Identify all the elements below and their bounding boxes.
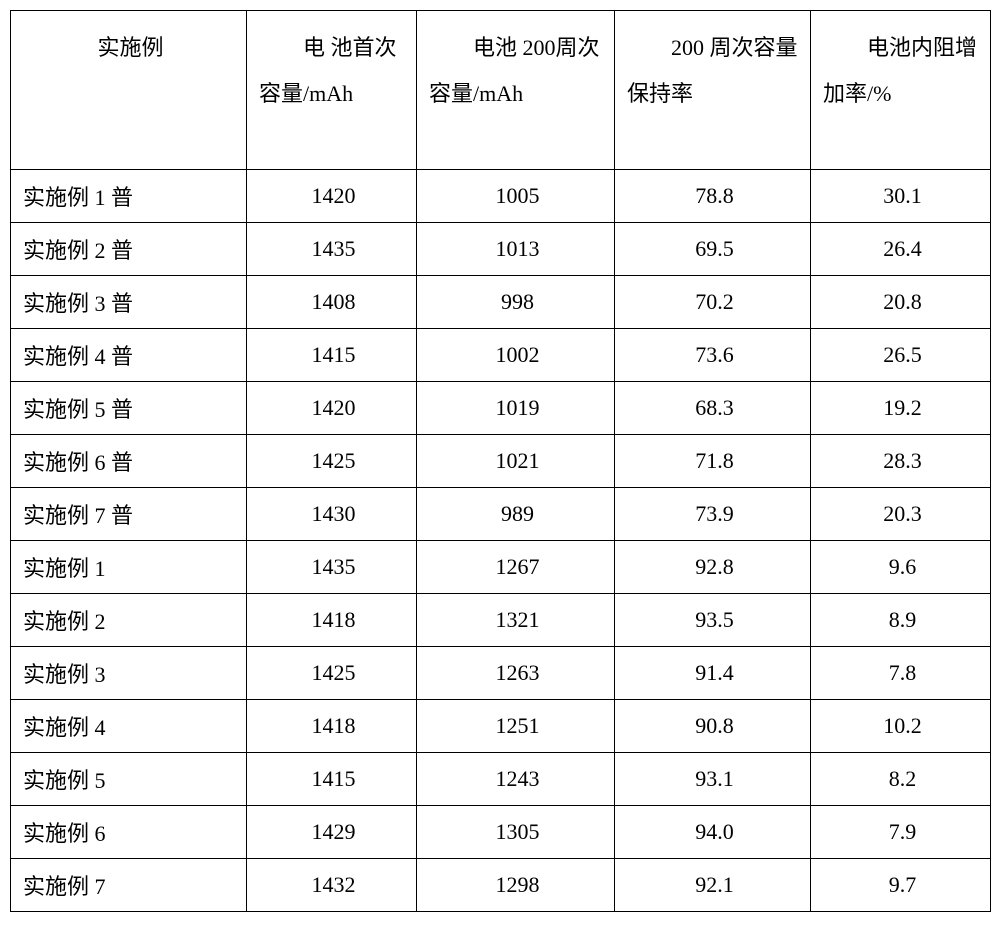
cell-value: 1430	[247, 488, 417, 541]
cell-value: 1425	[247, 435, 417, 488]
table-row: 实施例 2 普 1435 1013 69.5 26.4	[11, 223, 991, 276]
cell-value: 7.8	[811, 647, 991, 700]
row-label: 实施例 5 普	[11, 382, 247, 435]
cell-value: 20.8	[811, 276, 991, 329]
cell-value: 92.1	[615, 859, 811, 912]
row-label: 实施例 5	[11, 753, 247, 806]
cell-value: 1420	[247, 382, 417, 435]
table-header: 实施例 电 池首次容量/mAh 电池 200周次容量/mAh 200 周次容量保…	[11, 11, 991, 170]
table-row: 实施例 3 普 1408 998 70.2 20.8	[11, 276, 991, 329]
cell-value: 92.8	[615, 541, 811, 594]
cell-value: 1005	[417, 170, 615, 223]
row-label: 实施例 4 普	[11, 329, 247, 382]
cell-value: 989	[417, 488, 615, 541]
cell-value: 1415	[247, 329, 417, 382]
row-label: 实施例 4	[11, 700, 247, 753]
table-row: 实施例 7 1432 1298 92.1 9.7	[11, 859, 991, 912]
cell-value: 1267	[417, 541, 615, 594]
cell-value: 1425	[247, 647, 417, 700]
col-header-resistance-increase: 电池内阻增加率/%	[811, 11, 991, 170]
table-row: 实施例 6 普 1425 1021 71.8 28.3	[11, 435, 991, 488]
cell-value: 73.9	[615, 488, 811, 541]
cell-value: 1019	[417, 382, 615, 435]
col-header-example: 实施例	[11, 11, 247, 170]
cell-value: 1021	[417, 435, 615, 488]
cell-value: 69.5	[615, 223, 811, 276]
cell-value: 1013	[417, 223, 615, 276]
table-header-row: 实施例 电 池首次容量/mAh 电池 200周次容量/mAh 200 周次容量保…	[11, 11, 991, 170]
cell-value: 1435	[247, 223, 417, 276]
cell-value: 1415	[247, 753, 417, 806]
table-row: 实施例 4 1418 1251 90.8 10.2	[11, 700, 991, 753]
row-label: 实施例 3	[11, 647, 247, 700]
col-header-200cycle-retention: 200 周次容量保持率	[615, 11, 811, 170]
cell-value: 20.3	[811, 488, 991, 541]
cell-value: 26.4	[811, 223, 991, 276]
cell-value: 8.2	[811, 753, 991, 806]
table-row: 实施例 3 1425 1263 91.4 7.8	[11, 647, 991, 700]
row-label: 实施例 2 普	[11, 223, 247, 276]
cell-value: 71.8	[615, 435, 811, 488]
cell-value: 78.8	[615, 170, 811, 223]
row-label: 实施例 3 普	[11, 276, 247, 329]
cell-value: 7.9	[811, 806, 991, 859]
cell-value: 998	[417, 276, 615, 329]
table-row: 实施例 2 1418 1321 93.5 8.9	[11, 594, 991, 647]
row-label: 实施例 2	[11, 594, 247, 647]
row-label: 实施例 6 普	[11, 435, 247, 488]
cell-value: 1002	[417, 329, 615, 382]
row-label: 实施例 1 普	[11, 170, 247, 223]
cell-value: 1321	[417, 594, 615, 647]
cell-value: 73.6	[615, 329, 811, 382]
row-label: 实施例 6	[11, 806, 247, 859]
cell-value: 68.3	[615, 382, 811, 435]
cell-value: 93.5	[615, 594, 811, 647]
cell-value: 1298	[417, 859, 615, 912]
cell-value: 10.2	[811, 700, 991, 753]
table-row: 实施例 7 普 1430 989 73.9 20.3	[11, 488, 991, 541]
table-row: 实施例 1 1435 1267 92.8 9.6	[11, 541, 991, 594]
data-table: 实施例 电 池首次容量/mAh 电池 200周次容量/mAh 200 周次容量保…	[10, 10, 991, 912]
cell-value: 1251	[417, 700, 615, 753]
cell-value: 91.4	[615, 647, 811, 700]
cell-value: 19.2	[811, 382, 991, 435]
cell-value: 1429	[247, 806, 417, 859]
table-row: 实施例 5 1415 1243 93.1 8.2	[11, 753, 991, 806]
cell-value: 90.8	[615, 700, 811, 753]
cell-value: 9.6	[811, 541, 991, 594]
table-row: 实施例 1 普 1420 1005 78.8 30.1	[11, 170, 991, 223]
cell-value: 28.3	[811, 435, 991, 488]
cell-value: 93.1	[615, 753, 811, 806]
cell-value: 94.0	[615, 806, 811, 859]
table-body: 实施例 1 普 1420 1005 78.8 30.1 实施例 2 普 1435…	[11, 170, 991, 912]
row-label: 实施例 7	[11, 859, 247, 912]
cell-value: 1408	[247, 276, 417, 329]
table-row: 实施例 4 普 1415 1002 73.6 26.5	[11, 329, 991, 382]
table-row: 实施例 6 1429 1305 94.0 7.9	[11, 806, 991, 859]
cell-value: 30.1	[811, 170, 991, 223]
cell-value: 1418	[247, 594, 417, 647]
cell-value: 26.5	[811, 329, 991, 382]
cell-value: 1420	[247, 170, 417, 223]
col-header-first-capacity: 电 池首次容量/mAh	[247, 11, 417, 170]
cell-value: 8.9	[811, 594, 991, 647]
cell-value: 1243	[417, 753, 615, 806]
row-label: 实施例 7 普	[11, 488, 247, 541]
col-header-200cycle-capacity: 电池 200周次容量/mAh	[417, 11, 615, 170]
cell-value: 1435	[247, 541, 417, 594]
cell-value: 70.2	[615, 276, 811, 329]
table-row: 实施例 5 普 1420 1019 68.3 19.2	[11, 382, 991, 435]
row-label: 实施例 1	[11, 541, 247, 594]
cell-value: 1418	[247, 700, 417, 753]
cell-value: 1305	[417, 806, 615, 859]
cell-value: 1432	[247, 859, 417, 912]
cell-value: 1263	[417, 647, 615, 700]
cell-value: 9.7	[811, 859, 991, 912]
